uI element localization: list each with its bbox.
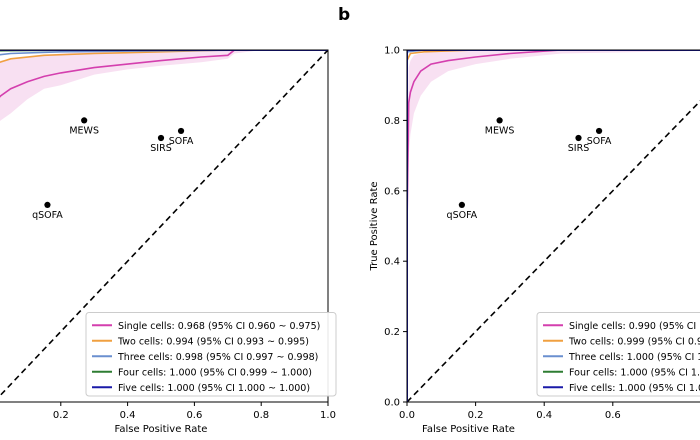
roc-curve-1 (0, 50, 328, 98)
x-axis-label: False Positive Rate (422, 424, 515, 435)
legend-label: Single cells: 0.990 (95% CI (569, 321, 696, 332)
score-point (458, 201, 465, 208)
score-point (81, 117, 88, 124)
legend-label: Five cells: 1.000 (95% CI 1.0 (569, 383, 700, 394)
y-tick-label: 0.8 (384, 116, 400, 127)
y-tick-label: 0.2 (384, 327, 400, 338)
score-label: MEWS (485, 125, 515, 136)
x-tick-label: 0.0 (399, 410, 415, 421)
chance-diagonal (407, 100, 700, 402)
x-tick-label: 0.6 (186, 410, 202, 421)
legend-box (85, 312, 337, 397)
score-point (177, 127, 185, 135)
legend-label: Three cells: 1.000 (95% CI 1. (568, 352, 700, 363)
x-tick-label: 0.2 (53, 410, 69, 421)
legend-label: Five cells: 1.000 (95% CI 1.000 ~ 1.000) (118, 383, 310, 394)
x-tick-label: 0.8 (253, 410, 269, 421)
plot-frame (406, 49, 700, 403)
score-label: SOFA (169, 136, 194, 147)
x-tick-label: 0.6 (605, 410, 621, 421)
x-tick-label: 1.0 (320, 410, 336, 421)
roc-curve-2 (407, 50, 700, 402)
x-tick-label: 0.4 (120, 410, 136, 421)
legend-label: Four cells: 1.000 (95% CI 1. (569, 367, 700, 378)
score-label: SIRS (568, 143, 589, 154)
legend-label: Four cells: 1.000 (95% CI 0.999 ~ 1.000) (118, 367, 312, 378)
legend: Single cells: 0.968 (95% CI 0.960 ~ 0.97… (85, 312, 337, 397)
score-point (575, 134, 582, 142)
y-tick-label: 0.4 (384, 257, 400, 268)
panel-label-b: b (338, 5, 350, 25)
score-label: MEWS (69, 125, 99, 136)
roc-curve-1 (407, 50, 700, 402)
legend-label: Single cells: 0.968 (95% CI 0.960 ~ 0.97… (118, 321, 320, 332)
score-point (157, 134, 165, 142)
legend: Single cells: 0.990 (95% CI Two cells: 0.… (536, 312, 700, 397)
ci-band (0, 50, 328, 122)
y-tick-label: 1.0 (384, 46, 400, 57)
score-label: SIRS (150, 143, 171, 154)
plot-frame (0, 49, 329, 403)
legend-label: Three cells: 0.998 (95% CI 0.997 ~ 0.998… (117, 352, 318, 363)
score-point (44, 201, 51, 208)
chance-diagonal (0, 50, 328, 397)
y-tick-label: 0.0 (384, 398, 400, 409)
score-point (496, 117, 503, 124)
x-axis-label: False Positive Rate (115, 424, 208, 435)
x-tick-label: 0.4 (536, 410, 552, 421)
score-label: SOFA (587, 136, 612, 147)
legend-box (536, 312, 700, 397)
score-label: qSOFA (447, 210, 478, 221)
score-label: qSOFA (32, 210, 63, 221)
legend-label: Two cells: 0.999 (95% CI 0.9 (568, 336, 700, 347)
y-tick-label: 0.6 (384, 186, 400, 197)
y-axis-label: True Positive Rate (369, 181, 380, 271)
score-point (595, 127, 603, 135)
roc-curve-3 (0, 50, 328, 56)
legend-label: Two cells: 0.994 (95% CI 0.993 ~ 0.995) (117, 336, 309, 347)
x-tick-label: 0.2 (468, 410, 484, 421)
